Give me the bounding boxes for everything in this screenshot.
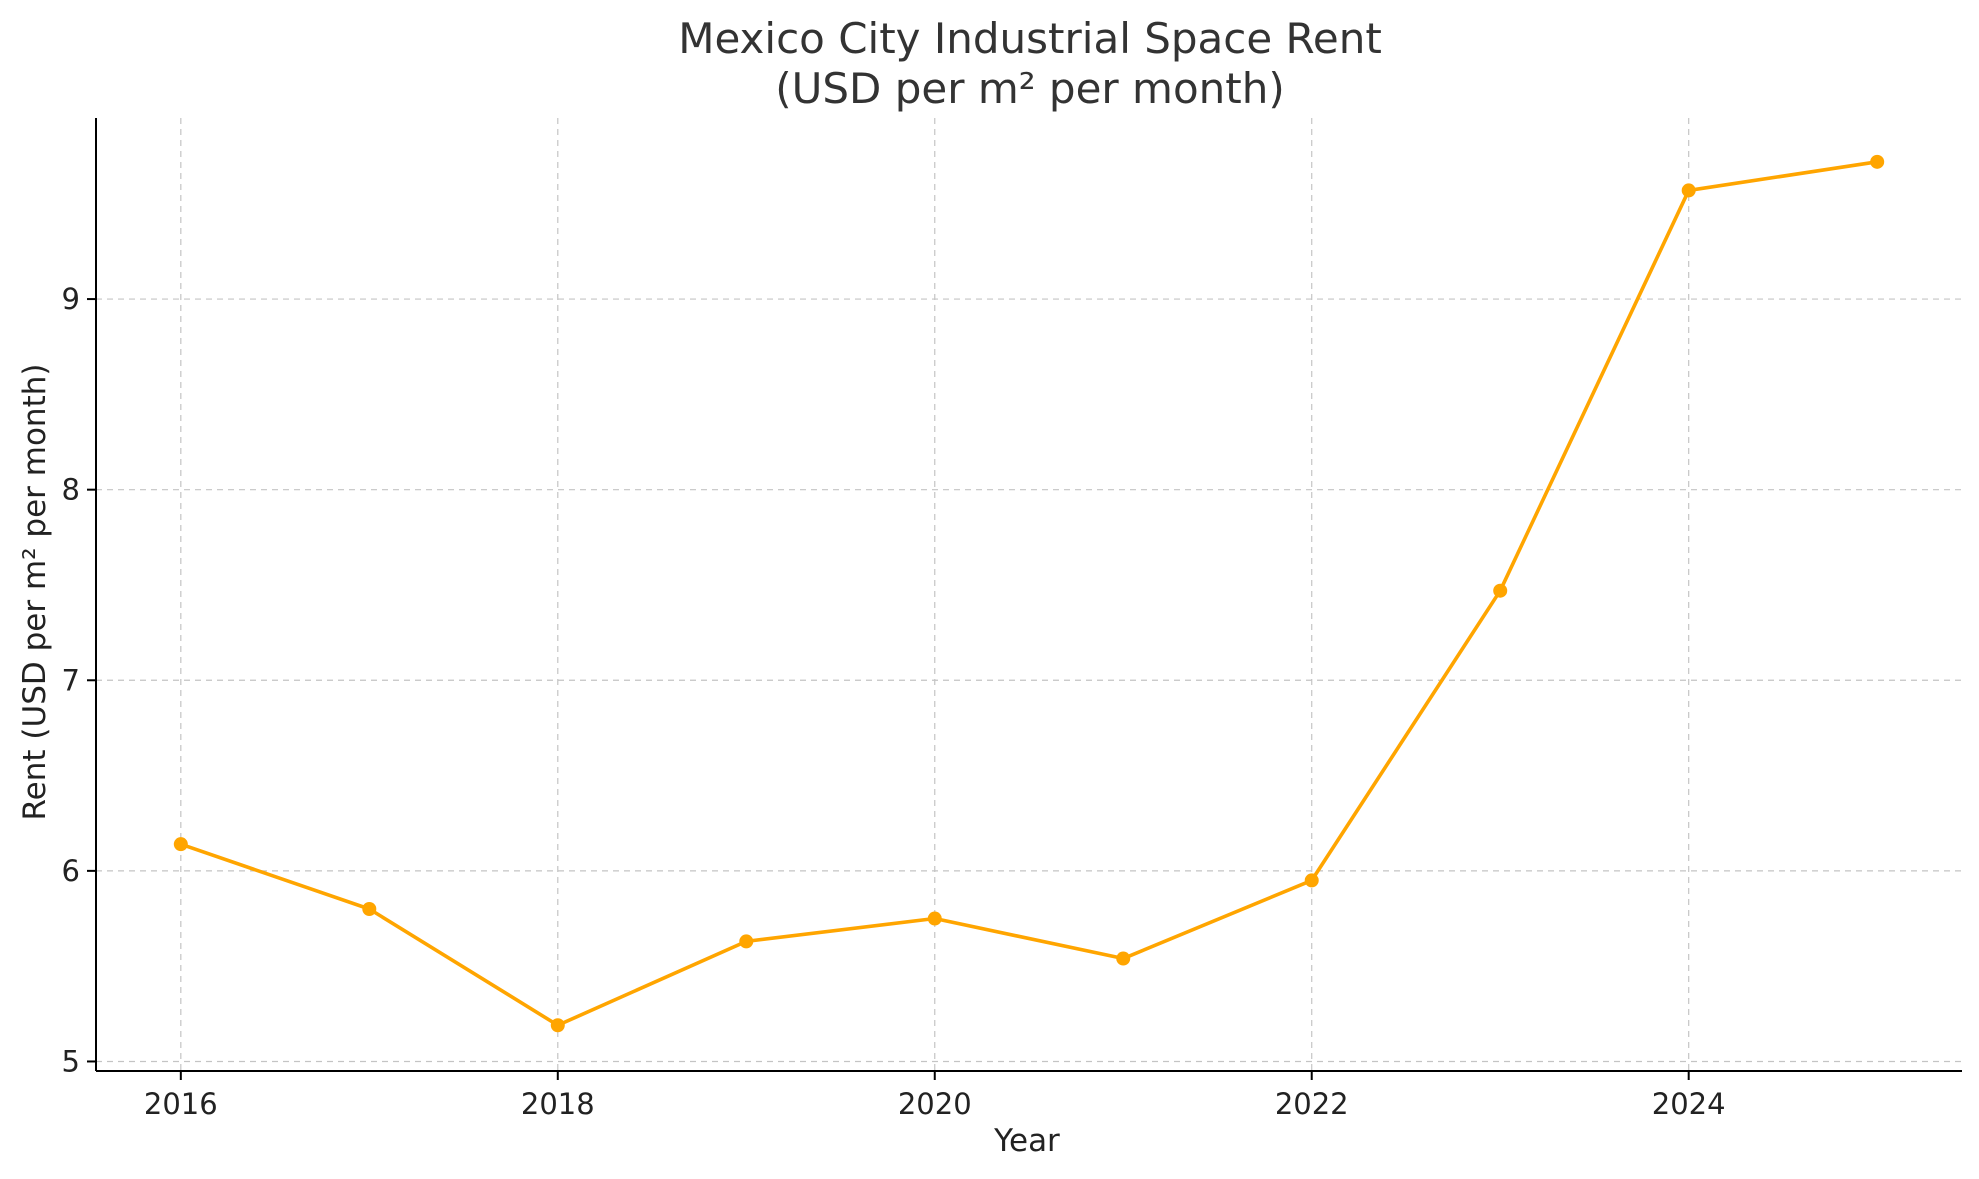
data-point bbox=[362, 901, 377, 916]
data-point bbox=[739, 934, 754, 949]
y-tick-label: 6 bbox=[62, 854, 80, 888]
data-point bbox=[550, 1018, 565, 1033]
y-tick-label: 7 bbox=[62, 663, 80, 697]
x-tick-label: 2020 bbox=[898, 1087, 972, 1121]
data-point bbox=[1116, 951, 1131, 966]
series-layer bbox=[173, 154, 1885, 1033]
x-tick-label: 2018 bbox=[521, 1087, 595, 1121]
y-tick-label: 8 bbox=[62, 473, 80, 507]
y-tick-label: 5 bbox=[62, 1044, 80, 1078]
chart-subtitle: (USD per m² per month) bbox=[775, 64, 1285, 113]
y-tick-label: 9 bbox=[62, 282, 80, 316]
chart-title: Mexico City Industrial Space Rent bbox=[678, 14, 1382, 63]
x-tick-label: 2016 bbox=[144, 1087, 218, 1121]
series-line bbox=[179, 160, 1879, 1028]
data-point bbox=[173, 837, 188, 852]
data-point bbox=[1493, 583, 1508, 598]
data-point bbox=[927, 911, 942, 926]
axes bbox=[95, 118, 1962, 1072]
data-point bbox=[1870, 154, 1885, 169]
ticks: 2016 2018 2020 2022 2024 5 6 7 8 9 bbox=[62, 282, 1726, 1121]
x-tick-label: 2022 bbox=[1275, 1087, 1349, 1121]
x-tick-label: 2024 bbox=[1652, 1087, 1726, 1121]
data-point bbox=[1304, 873, 1319, 888]
x-axis-label: Year bbox=[993, 1123, 1060, 1159]
y-axis-label: Rent (USD per m² per month) bbox=[17, 364, 53, 821]
grid bbox=[96, 118, 1962, 1071]
data-point bbox=[1681, 183, 1696, 198]
